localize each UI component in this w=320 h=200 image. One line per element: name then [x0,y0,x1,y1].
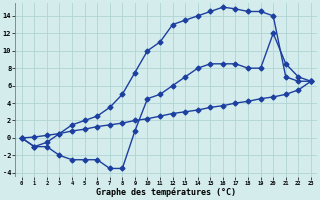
X-axis label: Graphe des températures (°C): Graphe des températures (°C) [96,188,236,197]
